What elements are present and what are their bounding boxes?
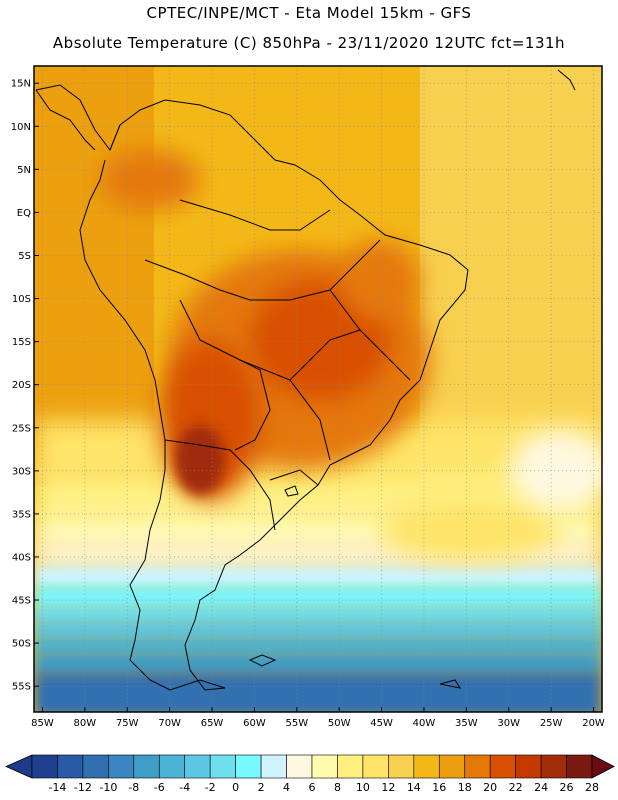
lat-tick-label: 40S	[12, 552, 31, 563]
colorbar-label: -6	[154, 781, 165, 794]
colorbar-swatch	[540, 754, 567, 779]
lat-tick-label: 45S	[12, 596, 31, 607]
colorbar-swatch	[413, 754, 440, 779]
colorbar-swatch	[566, 754, 593, 779]
colorbar-swatch	[260, 754, 287, 779]
coastlines	[35, 69, 576, 691]
colorbar-swatch	[515, 754, 542, 779]
colorbar-label: -4	[179, 781, 190, 794]
map-frame	[33, 65, 603, 713]
lat-tick-label: 50S	[12, 639, 31, 650]
lon-tick-label: 60W	[243, 718, 266, 729]
lon-tick-label: 55W	[285, 718, 308, 729]
colorbar-swatch	[158, 754, 186, 779]
colorbar-label: 20	[483, 781, 497, 794]
colorbar-swatch	[489, 754, 516, 779]
colorbar-label: 4	[283, 781, 290, 794]
colorbar-swatch	[311, 754, 338, 779]
colorbar-swatch	[337, 754, 364, 779]
lon-tick-label: 20W	[582, 718, 605, 729]
colorbar-swatch	[31, 754, 58, 779]
latitude-axis: 15N 10N 5N EQ 5S 10S 15S 20S 25S 30S 35S 40S 45S 50S 5…	[11, 79, 39, 693]
colorbar-label: 16	[432, 781, 446, 794]
lat-tick-label: 35S	[12, 509, 31, 520]
lon-tick-label: 65W	[201, 718, 224, 729]
lat-tick-label: 10N	[11, 122, 31, 133]
colorbar-label: 8	[334, 781, 341, 794]
colorbar-swatch	[464, 754, 491, 779]
colorbar-under-arrow	[5, 754, 33, 779]
colorbar-label: 10	[356, 781, 370, 794]
colorbar-label: 14	[407, 781, 421, 794]
colorbar-label: 6	[309, 781, 316, 794]
colorbar-swatch	[133, 754, 160, 779]
colorbar-swatch	[82, 754, 109, 779]
lon-tick-label: 25W	[540, 718, 563, 729]
colorbar-label: 18	[458, 781, 472, 794]
longitude-axis: 85W 80W 75W 70W 65W 60W 55W 50W 45W 40W 35W 30W 25W 2…	[31, 707, 605, 729]
colorbar-swatch	[438, 754, 466, 779]
lat-tick-label: 25S	[12, 423, 31, 434]
lon-tick-label: 80W	[74, 718, 97, 729]
colorbar-swatch	[184, 754, 211, 779]
colorbar-label: -10	[99, 781, 117, 794]
lat-tick-label: 5N	[17, 165, 31, 176]
lat-tick-label: 5S	[18, 251, 31, 262]
temperature-colorbar: -14 -12 -10 -8 -6 -4 -2 0 2 4 6 8 10 12 14 16 18 20 22 24 26…	[5, 754, 615, 794]
lon-tick-label: 45W	[370, 718, 393, 729]
colorbar-label: -14	[48, 781, 66, 794]
colorbar-swatch	[108, 754, 135, 779]
map-title-line2: Absolute Temperature (C) 850hPa - 23/11/…	[52, 34, 566, 52]
lon-tick-label: 35W	[455, 718, 478, 729]
colorbar-swatch	[235, 754, 262, 779]
colorbar-label: -2	[205, 781, 216, 794]
colorbar-swatch	[286, 754, 313, 779]
colorbar-swatch	[362, 754, 389, 779]
lat-tick-label: 20S	[12, 380, 31, 391]
lat-tick-label: 30S	[12, 466, 31, 477]
lon-tick-label: 85W	[31, 718, 54, 729]
colorbar-over-arrow	[591, 754, 615, 779]
lat-tick-label: 15S	[12, 337, 31, 348]
colorbar-label: 22	[509, 781, 523, 794]
lat-tick-label: 15N	[11, 79, 31, 90]
lat-tick-label: 55S	[12, 682, 31, 693]
lon-tick-label: 30W	[497, 718, 520, 729]
colorbar-swatch	[388, 754, 415, 779]
colorbar-label: 28	[585, 781, 599, 794]
lon-tick-label: 50W	[328, 718, 351, 729]
map-title-line1: CPTEC/INPE/MCT - Eta Model 15km - GFS	[146, 4, 472, 22]
lat-tick-label: 10S	[12, 294, 31, 305]
colorbar-label: 12	[381, 781, 395, 794]
colorbar-swatch	[57, 754, 84, 779]
colorbar-label: 26	[560, 781, 574, 794]
colorbar-label: -12	[74, 781, 92, 794]
lon-tick-label: 40W	[413, 718, 436, 729]
lon-tick-label: 75W	[116, 718, 139, 729]
colorbar-swatch	[209, 754, 236, 779]
colorbar-label: 0	[232, 781, 239, 794]
lat-tick-label: EQ	[17, 208, 31, 219]
colorbar-label: 2	[258, 781, 265, 794]
lon-tick-label: 70W	[158, 718, 181, 729]
lat-lon-grid	[34, 66, 602, 712]
temperature-field	[34, 66, 602, 712]
colorbar-label: -8	[128, 781, 139, 794]
colorbar-label: 24	[534, 781, 548, 794]
